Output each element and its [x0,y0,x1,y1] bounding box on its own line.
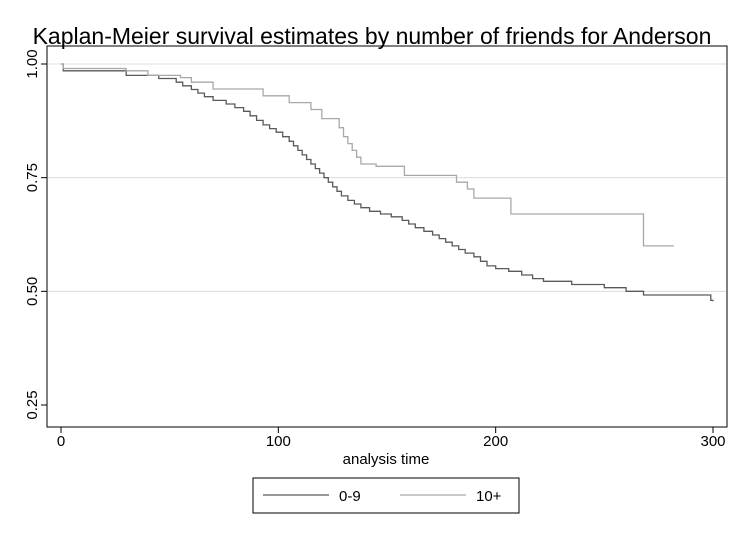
survival-curves [61,63,714,302]
x-axis-ticks: 0 100 200 300 [57,427,726,450]
legend-label-0-9: 0-9 [339,488,361,505]
legend: 0-9 10+ [252,477,520,514]
x-tick-label-2: 200 [483,433,508,450]
chart-title: Kaplan-Meier survival estimates by numbe… [33,23,712,49]
x-tick-label-0: 0 [57,433,65,450]
y-tick-label-2: 0.75 [24,163,41,192]
plot-area [46,45,728,428]
legend-label-10plus: 10+ [476,488,502,505]
x-tick-label-3: 300 [700,433,725,450]
y-axis-ticks: 0.25 0.50 0.75 1.00 [24,49,47,420]
series-line-10plus [61,63,674,247]
gridlines [48,63,726,292]
y-tick-label-1: 0.50 [24,277,41,306]
series-line-0-9 [61,63,714,302]
x-tick-label-1: 100 [266,433,291,450]
x-axis-label: analysis time [343,451,430,468]
y-tick-label-3: 1.00 [24,49,41,78]
y-tick-label-0: 0.25 [24,390,41,419]
